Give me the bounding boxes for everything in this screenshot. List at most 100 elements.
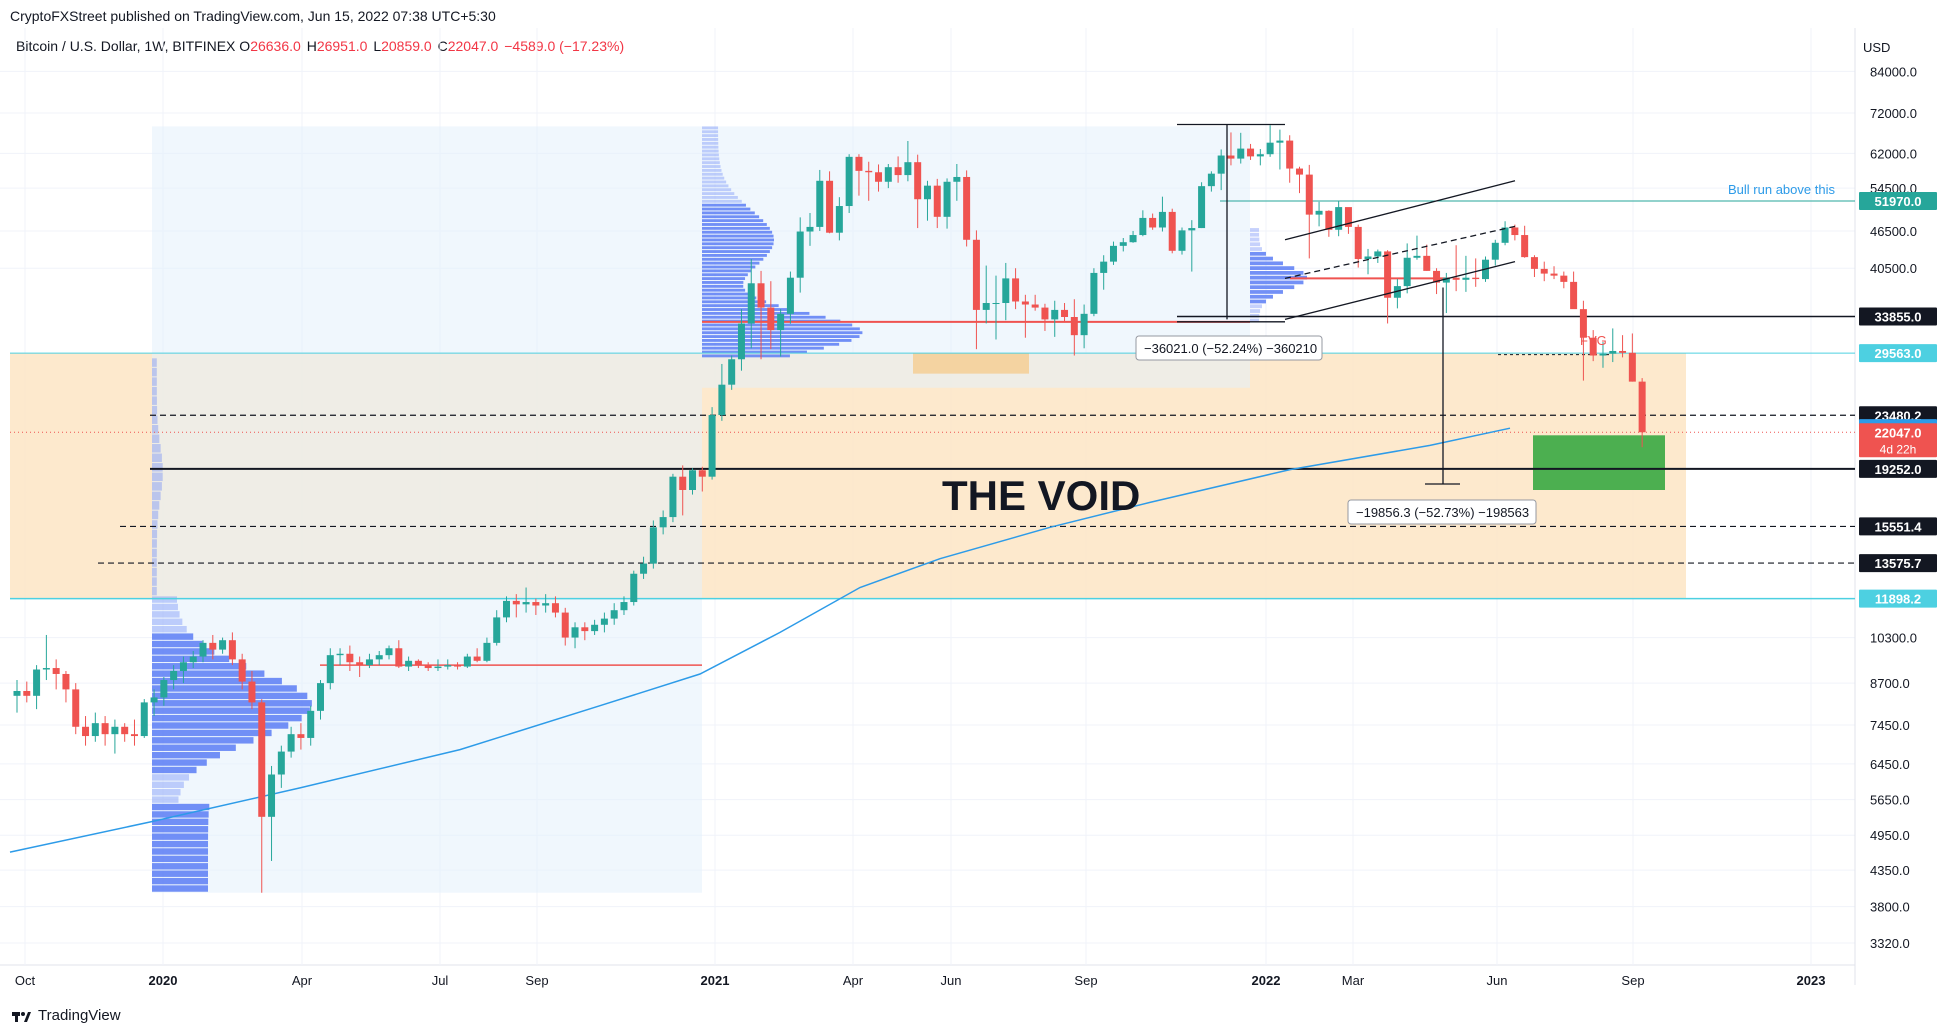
price-label-box	[1859, 517, 1937, 536]
profile-bar	[702, 238, 775, 242]
candle-down	[1041, 307, 1049, 320]
profile-bar	[1250, 275, 1307, 280]
profile-bar	[1250, 313, 1260, 318]
void-label: THE VOID	[942, 472, 1140, 519]
profile-bar	[152, 444, 161, 453]
x-tick-label: 2022	[1252, 973, 1281, 988]
profile-bar	[152, 640, 203, 648]
candle-down	[297, 734, 305, 738]
candle-up	[316, 683, 324, 711]
candle-down	[875, 172, 883, 182]
profile-bar	[152, 796, 179, 803]
high-label: H	[306, 38, 317, 54]
y-tick-label: 5650.0	[1870, 793, 1910, 808]
drawings	[1177, 123, 1516, 485]
candle-up	[904, 162, 912, 176]
profile-bar	[702, 207, 751, 211]
candle-up	[610, 610, 618, 619]
profile-bar	[702, 184, 729, 188]
candle-up	[571, 627, 579, 638]
candle-down	[1589, 337, 1597, 356]
orange-block	[913, 353, 1029, 374]
price-label-box	[1859, 344, 1937, 363]
candle-down	[1354, 226, 1362, 260]
profile-bar	[702, 145, 719, 149]
candle-down	[121, 726, 129, 735]
candle-up	[170, 670, 178, 681]
candle-up	[268, 774, 276, 817]
profile-bar	[1250, 261, 1283, 266]
candle-down	[1012, 278, 1020, 302]
candle-down	[1286, 140, 1294, 169]
profile-bar	[152, 434, 160, 444]
candle-up	[689, 470, 697, 490]
candle-down	[1149, 217, 1157, 228]
profile-bar	[702, 230, 773, 234]
profile-bar	[152, 781, 184, 789]
candle-down	[62, 673, 70, 690]
candle-down	[1433, 270, 1441, 283]
profile-bar	[152, 840, 209, 848]
candle-down	[532, 602, 540, 606]
y-tick-label: 3320.0	[1870, 936, 1910, 951]
profile-bar	[152, 453, 162, 463]
candle-up	[747, 283, 755, 324]
measure-2-text: −19856.3 (−52.73%) −198563	[1356, 505, 1529, 520]
candle-up	[737, 323, 745, 360]
candle-up	[708, 415, 716, 477]
candle-up	[777, 313, 785, 331]
profile-bar	[152, 737, 254, 744]
candle-up	[463, 656, 471, 667]
profile-bar	[152, 377, 157, 386]
price-label-box	[1859, 554, 1937, 573]
candle-up	[1100, 261, 1108, 273]
candle-down	[1550, 273, 1558, 276]
price-label-box	[1859, 191, 1937, 210]
candle-up	[199, 642, 207, 657]
price-label-text: 11898.2	[1875, 592, 1921, 607]
candle-down	[414, 660, 422, 666]
y-tick-label: 4950.0	[1870, 828, 1910, 843]
profile-bar	[152, 877, 209, 885]
profile-bar	[702, 172, 723, 176]
zones	[10, 126, 1686, 893]
profile-bar	[152, 482, 162, 491]
profile-bar	[702, 323, 853, 327]
change-value: −4589.0 (−17.23%)	[504, 38, 625, 54]
profile-bar	[152, 692, 308, 700]
candle-up	[522, 602, 530, 605]
candle-up	[179, 662, 187, 671]
candle-down	[698, 470, 706, 477]
profile-bar	[152, 510, 159, 520]
profile-bar	[702, 176, 725, 180]
candle-up	[992, 303, 1000, 305]
y-tick-label: 3800.0	[1870, 900, 1910, 915]
candle-up	[884, 167, 892, 182]
y-tick-label: 46500.0	[1870, 224, 1917, 239]
candle-up	[786, 277, 794, 314]
candle-down	[1560, 275, 1568, 282]
candle-up	[1129, 235, 1137, 243]
profile-bar	[702, 211, 755, 215]
candle-down	[551, 603, 559, 613]
candle-up	[483, 642, 491, 661]
candle-down	[1384, 251, 1392, 298]
profile-bar	[702, 292, 750, 296]
profile-bar	[702, 253, 767, 257]
x-tick-label: 2023	[1797, 973, 1826, 988]
profile-bar	[152, 558, 157, 567]
profile-bar	[152, 722, 289, 729]
candle-up	[1609, 350, 1617, 354]
x-tick-label: Sep	[525, 973, 548, 988]
candle-down	[1579, 309, 1587, 338]
profile-bar	[1250, 242, 1261, 247]
profile-bar	[152, 424, 159, 434]
candle-down	[23, 690, 31, 696]
candle-up	[365, 659, 373, 666]
footer-brand[interactable]: TradingView	[38, 1007, 121, 1024]
candle-up	[1207, 173, 1215, 187]
candle-up	[591, 624, 599, 632]
profile-bar	[152, 759, 207, 766]
profile-bar	[702, 196, 738, 199]
